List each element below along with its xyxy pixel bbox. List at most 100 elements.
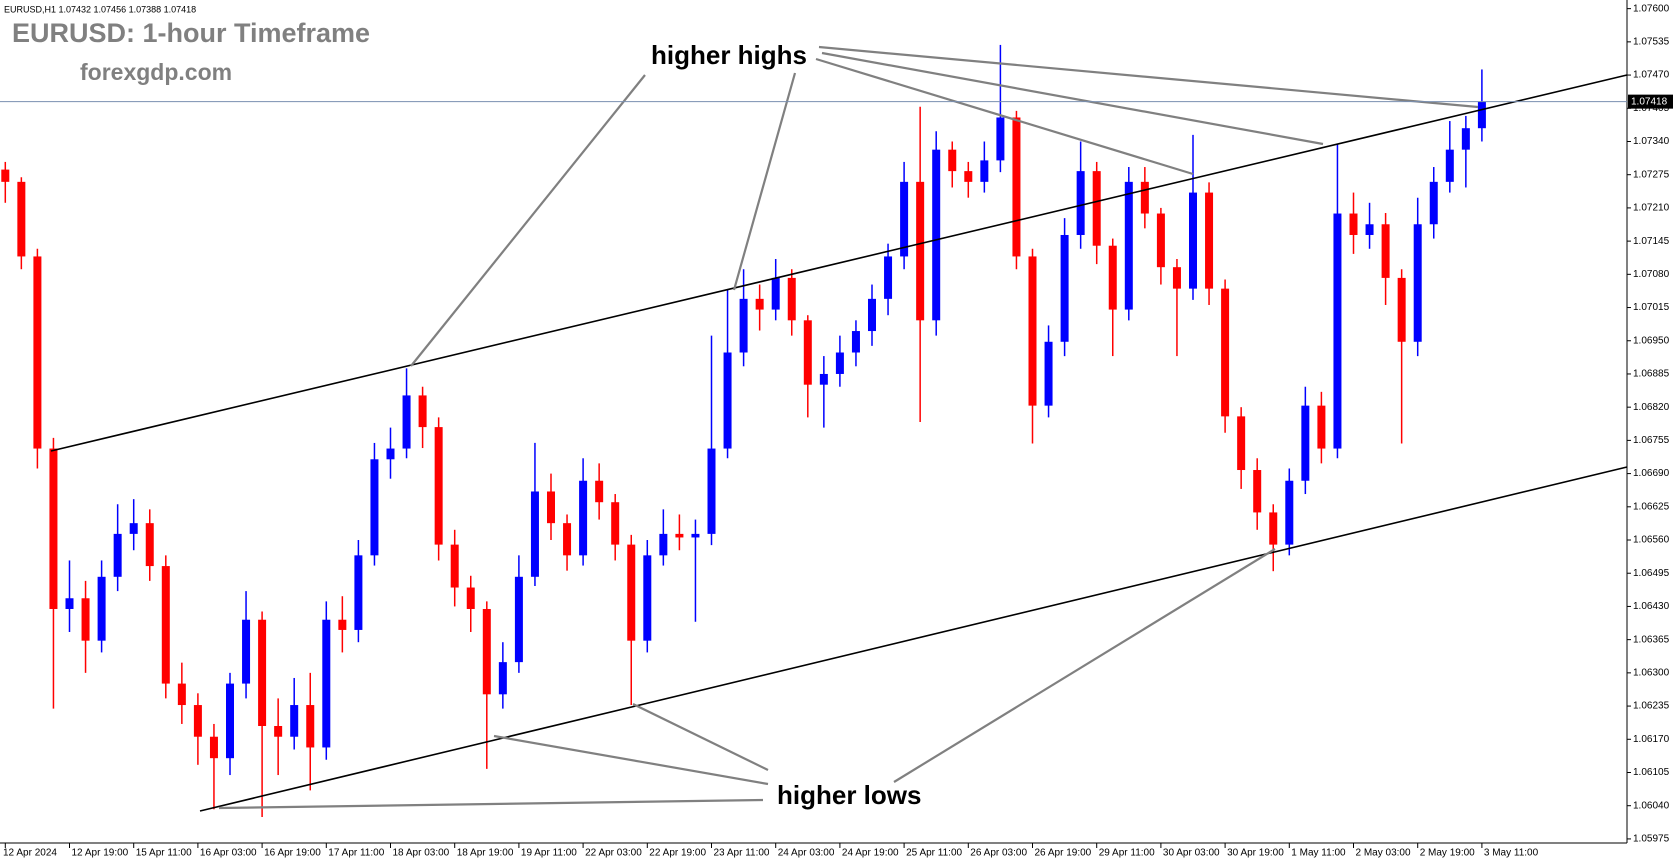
candle-body: [611, 502, 620, 545]
candle-body: [1397, 277, 1406, 342]
candle-body: [948, 149, 957, 172]
candle-body: [338, 619, 347, 630]
candle-body: [514, 576, 523, 663]
x-tick-label: 12 Apr 2024: [3, 848, 57, 859]
candle-body: [980, 160, 989, 182]
y-tick-label: 1.07015: [1633, 302, 1670, 313]
candle-body: [322, 619, 331, 748]
y-tick-label: 1.06560: [1633, 535, 1670, 546]
candle-body: [1269, 512, 1278, 545]
y-tick-label: 1.06040: [1633, 800, 1670, 811]
candle-body: [1076, 171, 1085, 235]
x-tick-label: 3 May 11:00: [1484, 848, 1539, 859]
candle-body: [1477, 101, 1486, 129]
candle-body: [17, 181, 26, 257]
candle-body: [49, 448, 58, 609]
x-tick-label: 19 Apr 11:00: [521, 848, 577, 859]
symbol-header: EURUSD,H1 1.07432 1.07456 1.07388 1.0741…: [4, 4, 196, 14]
x-tick-label: 26 Apr 03:00: [970, 848, 1027, 859]
candle-body: [306, 705, 315, 748]
candle-body: [675, 533, 684, 538]
annotation: higher lows: [777, 780, 921, 810]
candle-body: [1172, 267, 1181, 289]
candle-body: [113, 533, 122, 577]
candle-body: [1, 169, 10, 182]
candle-body: [1285, 480, 1294, 545]
candle-body: [434, 427, 443, 545]
candle-body: [932, 149, 941, 321]
candle-body: [386, 448, 395, 460]
candle-body: [1349, 213, 1358, 235]
x-tick-label: 17 Apr 11:00: [328, 848, 384, 859]
pointer-line: [218, 798, 764, 810]
pointer-line: [493, 734, 769, 786]
candle-body: [242, 619, 251, 684]
candle-body: [1445, 149, 1454, 182]
y-tick-label: 1.06885: [1633, 369, 1670, 380]
candle-body: [177, 683, 186, 706]
x-tick-label: 15 Apr 11:00: [136, 848, 192, 859]
candle-body: [1317, 405, 1326, 449]
candle-body: [1012, 117, 1021, 257]
candle-body: [851, 331, 860, 353]
candle-body: [97, 576, 106, 641]
x-tick-label: 2 May 03:00: [1356, 848, 1411, 859]
candle-body: [739, 298, 748, 353]
x-tick-label: 26 Apr 19:00: [1035, 848, 1092, 859]
candle-body: [209, 736, 218, 759]
y-tick-label: 1.07080: [1633, 269, 1670, 280]
y-tick-label: 1.06820: [1633, 402, 1670, 413]
x-tick-label: 29 Apr 11:00: [1099, 848, 1155, 859]
candle-body: [226, 683, 234, 759]
upper-channel-line: [50, 74, 1628, 452]
candle-body: [1301, 405, 1310, 481]
x-tick-label: 18 Apr 19:00: [457, 848, 514, 859]
candle-body: [530, 491, 539, 577]
pointer-line: [410, 74, 646, 367]
candle-body: [707, 448, 716, 534]
x-tick-label: 2 May 19:00: [1420, 848, 1475, 859]
x-tick-label: 22 Apr 03:00: [585, 848, 642, 859]
candle-body: [1156, 213, 1165, 268]
y-tick-label: 1.07145: [1633, 236, 1670, 247]
y-tick-label: 1.06430: [1633, 601, 1670, 612]
candle-body: [466, 587, 475, 609]
candle-body: [1365, 224, 1374, 235]
candle-body: [964, 171, 973, 182]
y-tick-label: 1.07535: [1633, 36, 1670, 47]
x-tick-label: 16 Apr 19:00: [264, 848, 321, 859]
candle-body: [1221, 288, 1230, 417]
candle-body: [402, 395, 411, 449]
current-price-box: [1628, 94, 1673, 109]
candle-body: [1413, 224, 1422, 342]
plot: [1, 44, 1486, 817]
pointer-line: [821, 51, 1324, 146]
pointer-line: [893, 548, 1276, 783]
candle-body: [884, 256, 893, 299]
candle-body: [482, 608, 491, 695]
y-tick-label: 1.06235: [1633, 701, 1670, 712]
candle-body: [819, 373, 828, 385]
y-tick-label: 1.06625: [1633, 501, 1670, 512]
candle-body: [723, 352, 732, 449]
x-tick-label: 18 Apr 03:00: [393, 848, 450, 859]
candle-body: [1189, 192, 1197, 289]
candle-body: [643, 555, 652, 641]
y-tick-label: 1.06300: [1633, 667, 1670, 678]
candle-body: [1237, 416, 1246, 471]
candle-body: [835, 352, 844, 374]
candle-body: [1092, 171, 1101, 246]
candle-body: [450, 544, 459, 588]
candle-body: [274, 725, 283, 737]
candle-body: [787, 277, 796, 321]
candle-body: [547, 491, 555, 524]
x-tick-label: 24 Apr 03:00: [778, 848, 835, 859]
candle-body: [129, 523, 138, 534]
candle-body: [1429, 181, 1438, 225]
candle-body: [370, 459, 379, 556]
pointer-line: [632, 703, 769, 771]
y-tick-label: 1.05975: [1633, 834, 1670, 845]
pointer-line: [732, 72, 797, 291]
